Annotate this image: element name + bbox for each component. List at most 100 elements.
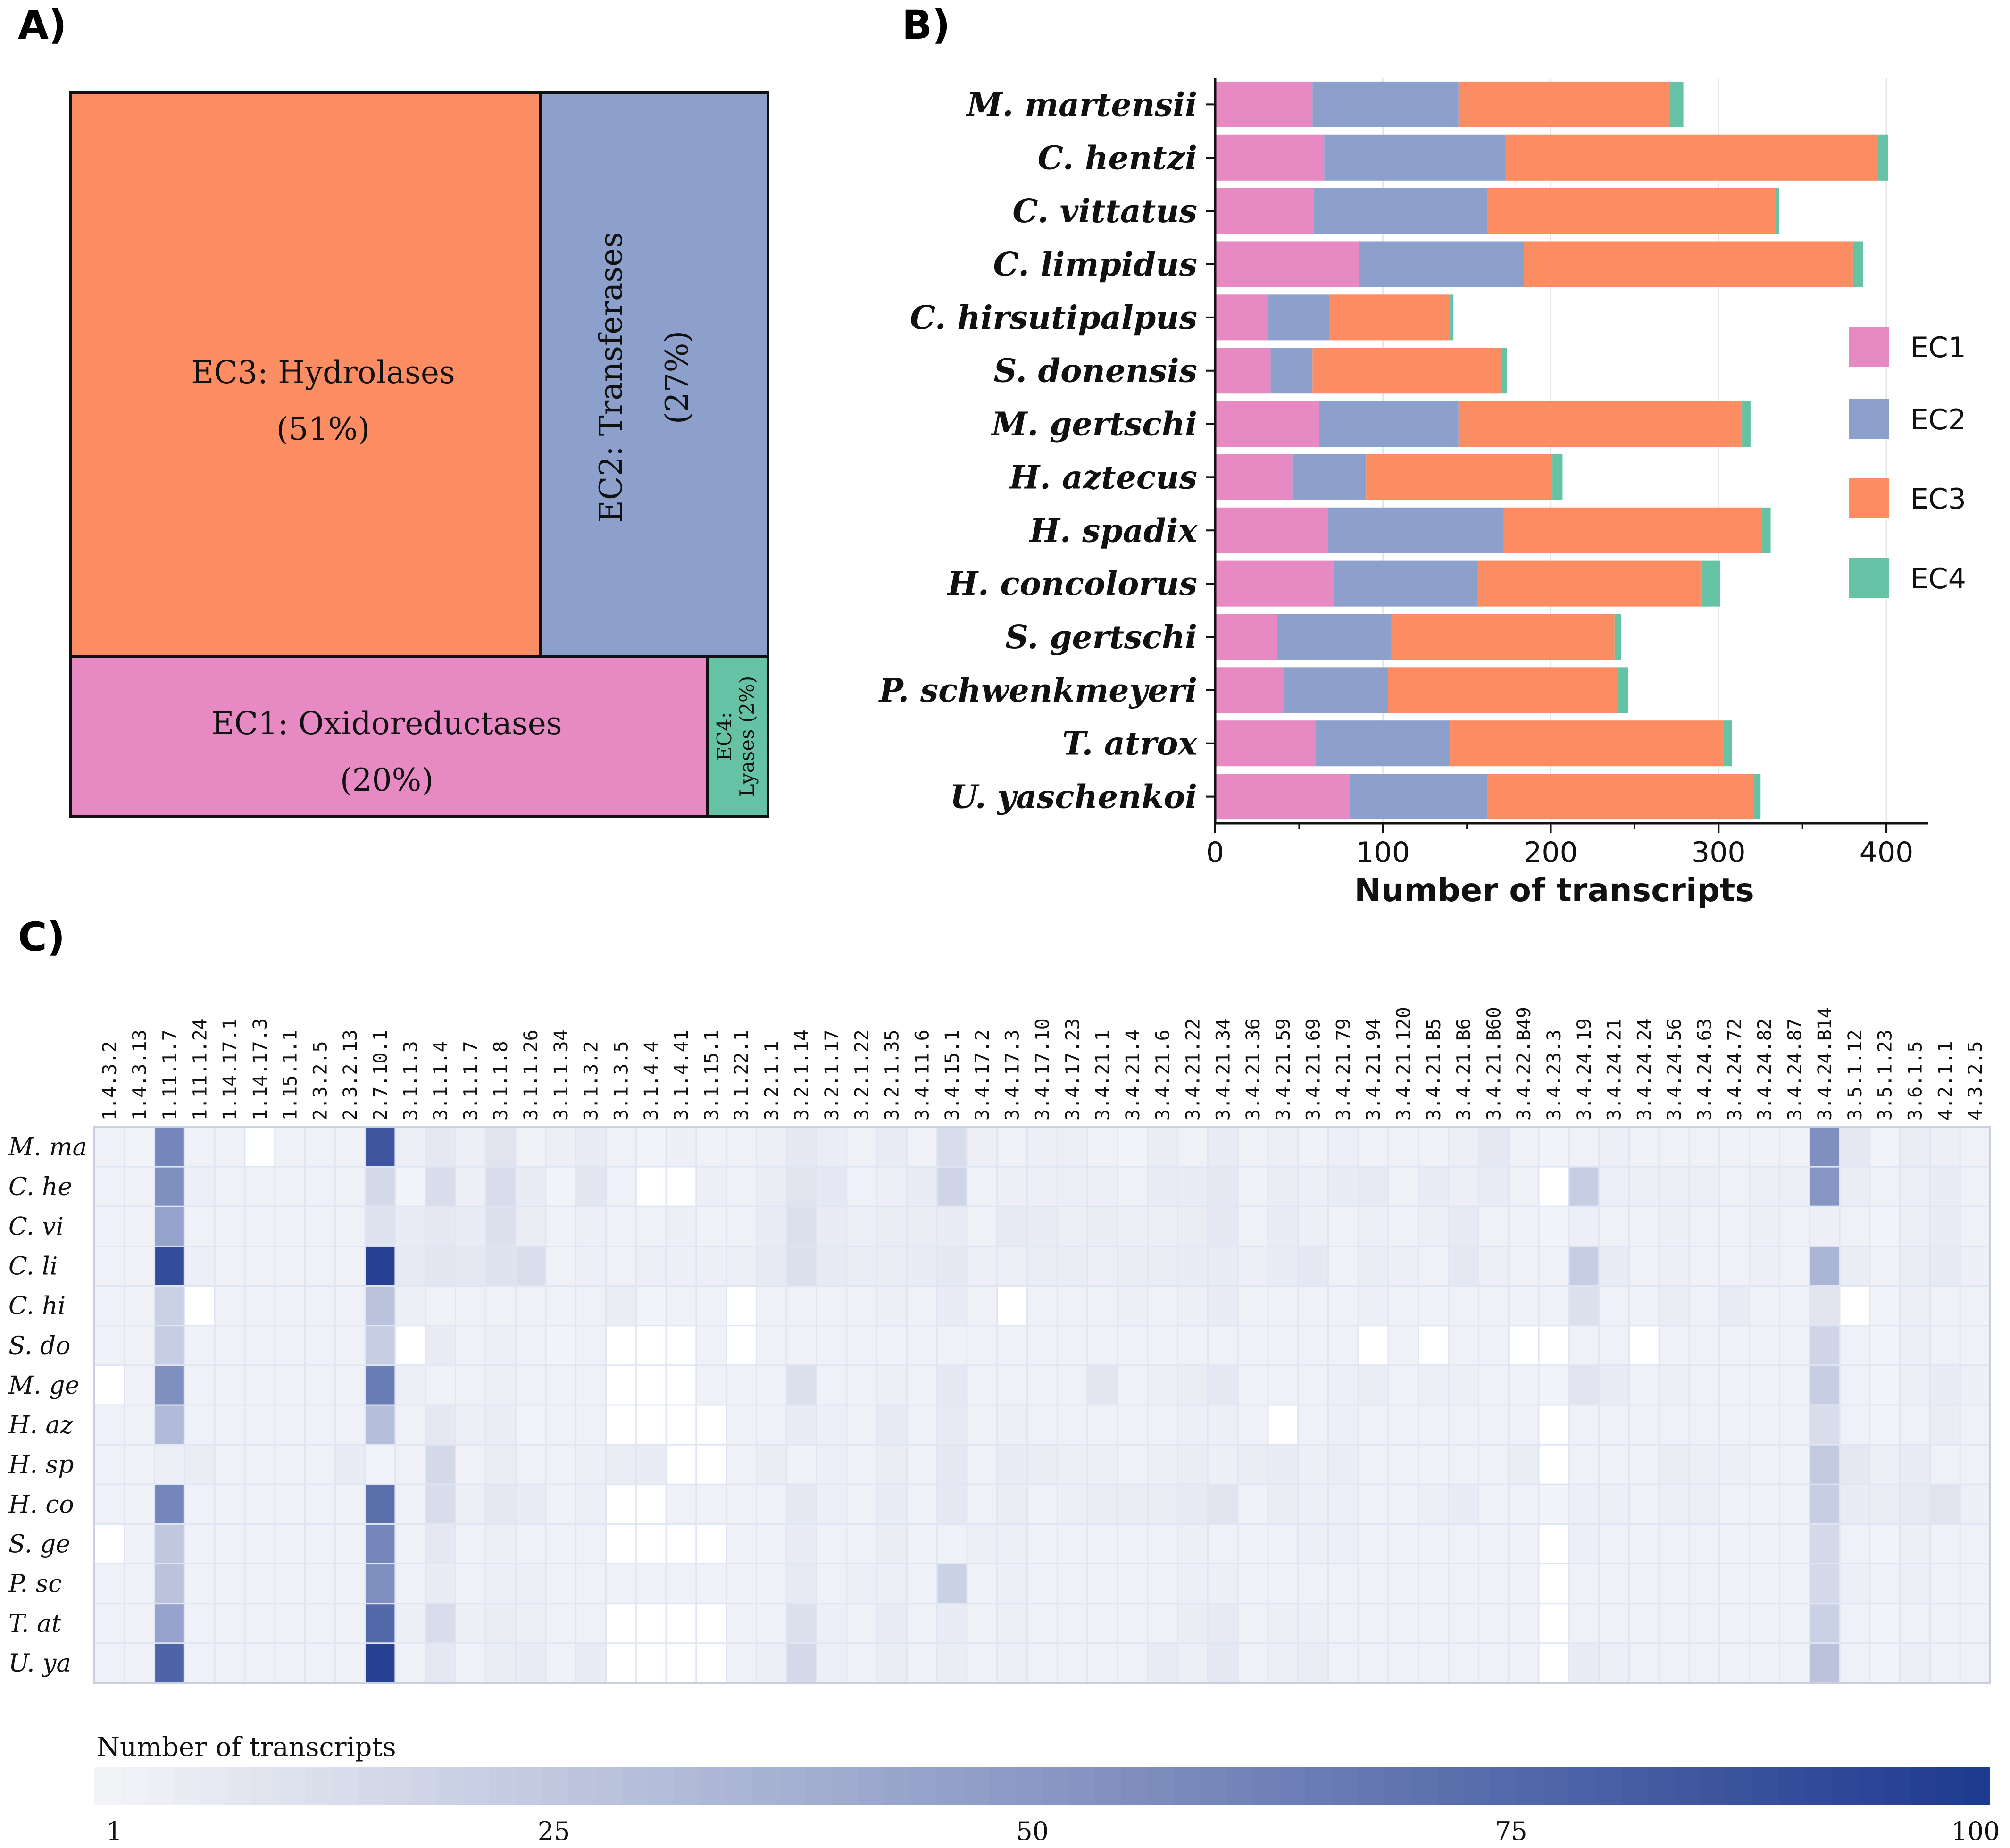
heatmap-column-label: 3.1.1.8 xyxy=(490,1041,512,1121)
heatmap-cell xyxy=(1387,1166,1419,1207)
heatmap-cell xyxy=(1658,1603,1690,1644)
heatmap-column-label: 3.2.1.1 xyxy=(761,1041,783,1121)
heatmap-column-label: 1.11.1.24 xyxy=(189,1018,211,1121)
heatmap-cell xyxy=(154,1444,185,1485)
heatmap-cell xyxy=(93,1483,125,1525)
bar-c-hentzi-ec2 xyxy=(1324,134,1506,181)
heatmap-cell xyxy=(1357,1205,1389,1247)
heatmap-cell xyxy=(1207,1285,1239,1327)
heatmap-cell xyxy=(1899,1166,1931,1207)
heatmap-cell xyxy=(1086,1126,1118,1168)
heatmap-cell xyxy=(304,1444,336,1485)
heatmap-cell xyxy=(575,1364,607,1406)
bar-c-vittatus-ec4 xyxy=(1776,188,1779,234)
heatmap-cell xyxy=(1448,1523,1480,1565)
heatmap-cell xyxy=(635,1245,667,1287)
heatmap-cell xyxy=(1899,1364,1931,1406)
heatmap-cell xyxy=(515,1364,547,1406)
heatmap-cell xyxy=(665,1245,697,1287)
bar-s-gertschi-ec2 xyxy=(1277,614,1392,660)
heatmap-cell xyxy=(1568,1642,1600,1684)
heatmap-cell xyxy=(1899,1523,1931,1565)
heatmap-cell xyxy=(1688,1642,1720,1684)
heatmap-column-label: 3.4.21.120 xyxy=(1393,1007,1415,1121)
heatmap-cell xyxy=(1056,1205,1088,1247)
heatmap-cell xyxy=(726,1563,757,1605)
colorbar-segment xyxy=(884,1767,911,1805)
heatmap-cell xyxy=(1658,1325,1690,1366)
heatmap-cell xyxy=(936,1205,968,1247)
legend-swatch-ec3 xyxy=(1849,478,1889,518)
heatmap-cell xyxy=(1237,1205,1269,1247)
heatmap-cell xyxy=(484,1126,517,1168)
heatmap-cell xyxy=(1508,1205,1540,1247)
heatmap-cell xyxy=(1688,1364,1720,1406)
heatmap-cell xyxy=(1959,1404,1991,1446)
treemap-label-ec2: EC2: Transferases xyxy=(593,232,629,523)
heatmap-cell xyxy=(635,1444,667,1485)
heatmap-cell xyxy=(1778,1523,1810,1565)
heatmap-cell xyxy=(1538,1404,1570,1446)
heatmap-cell xyxy=(425,1483,457,1525)
heatmap-row-label: H. az xyxy=(8,1411,73,1439)
heatmap-cell xyxy=(183,1205,216,1247)
heatmap-cell xyxy=(755,1364,787,1406)
heatmap-cell xyxy=(785,1483,817,1525)
heatmap-cell xyxy=(1207,1444,1239,1485)
heatmap-row-labels: M. ma C. he C. vi C. li C. hi S. do M. ge H. az… xyxy=(8,1133,87,1678)
colorbar-segment xyxy=(542,1767,569,1805)
heatmap-cell xyxy=(1086,1245,1118,1287)
heatmap-cell xyxy=(846,1563,878,1605)
heatmap-cell xyxy=(455,1245,486,1287)
bar-chart: M. martensii C. hentzi C. vittatus C. limpi… xyxy=(878,78,1966,909)
heatmap-cell xyxy=(936,1364,968,1406)
heatmap-cell xyxy=(1207,1245,1239,1287)
heatmap-cell xyxy=(244,1523,276,1565)
heatmap-cell xyxy=(394,1444,426,1485)
heatmap-cell xyxy=(1177,1444,1209,1485)
colorbar-segment xyxy=(94,1767,121,1805)
heatmap-cell xyxy=(1688,1166,1720,1207)
colorbar-segment xyxy=(1700,1767,1727,1805)
heatmap-cell xyxy=(906,1245,938,1287)
heatmap-cell xyxy=(1478,1285,1510,1327)
heatmap-cell xyxy=(876,1603,908,1644)
heatmap-row-label: T. at xyxy=(8,1610,61,1638)
colorbar-segment xyxy=(752,1767,779,1805)
heatmap-cell xyxy=(484,1325,517,1366)
heatmap-cell xyxy=(1959,1563,1991,1605)
heatmap-column-label: 3.4.21.B6 xyxy=(1453,1018,1475,1121)
heatmap-cell xyxy=(394,1603,426,1644)
heatmap-cell xyxy=(183,1404,216,1446)
heatmap-cell xyxy=(1959,1245,1991,1287)
colorbar-segment xyxy=(1910,1767,1938,1805)
heatmap-row-label: H. co xyxy=(8,1490,74,1519)
legend-swatch-ec4 xyxy=(1849,558,1889,598)
heatmap-cell xyxy=(1056,1603,1088,1644)
heatmap-cell xyxy=(425,1126,457,1168)
heatmap-cell xyxy=(1448,1205,1480,1247)
bar-h-aztecus-ec1 xyxy=(1215,454,1293,500)
heatmap-cell xyxy=(1568,1483,1600,1525)
heatmap-cell xyxy=(1387,1603,1419,1644)
heatmap-cell xyxy=(1568,1285,1600,1327)
heatmap-cell xyxy=(154,1285,185,1327)
heatmap-cell xyxy=(1147,1603,1179,1644)
heatmap-cell xyxy=(876,1126,908,1168)
heatmap-cell xyxy=(1538,1205,1570,1247)
heatmap-cell xyxy=(1147,1126,1179,1168)
bar-u-yaschenkoi-ec2 xyxy=(1349,774,1487,820)
heatmap-cell xyxy=(1448,1325,1480,1366)
heatmap-cell xyxy=(244,1483,276,1525)
heatmap-column-label: 3.2.1.22 xyxy=(851,1029,873,1121)
heatmap-cell xyxy=(1267,1205,1299,1247)
heatmap-cell xyxy=(695,1603,727,1644)
heatmap-cell xyxy=(876,1483,908,1525)
heatmap-column-label: 1.11.1.7 xyxy=(159,1029,181,1121)
heatmap-cell xyxy=(364,1364,396,1406)
heatmap-cell xyxy=(1207,1364,1239,1406)
heatmap-cell xyxy=(1478,1364,1510,1406)
heatmap-cell xyxy=(1628,1483,1660,1525)
heatmap-cell xyxy=(515,1245,547,1287)
heatmap-cell xyxy=(1538,1523,1570,1565)
